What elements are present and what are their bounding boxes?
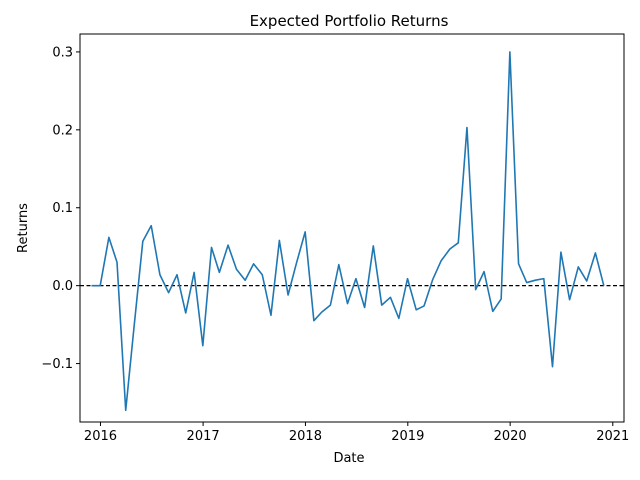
axes-frame	[79, 33, 625, 423]
x-tick-label: 2018	[289, 429, 322, 444]
x-tick-label: 2019	[391, 429, 424, 444]
y-tick-label: 0.3	[52, 45, 73, 60]
x-axis: 2016 2017 2018 2019 2020 2021	[84, 422, 629, 444]
y-axis: −0.1 0.0 0.1 0.2 0.3	[41, 45, 80, 372]
y-axis-label: Returns	[16, 203, 31, 253]
y-tick-label: 0.0	[52, 279, 73, 294]
chart-title: Expected Portfolio Returns	[250, 12, 449, 30]
x-axis-label: Date	[333, 451, 364, 466]
y-tick-label: 0.1	[52, 201, 73, 216]
y-tick-label: 0.2	[52, 123, 73, 138]
series-line	[91, 51, 605, 412]
x-tick-label: 2016	[84, 429, 117, 444]
x-tick-label: 2021	[596, 429, 629, 444]
y-tick-label: −0.1	[41, 357, 73, 372]
plot-area	[80, 51, 624, 412]
x-tick-label: 2017	[187, 429, 220, 444]
x-tick-label: 2020	[494, 429, 527, 444]
